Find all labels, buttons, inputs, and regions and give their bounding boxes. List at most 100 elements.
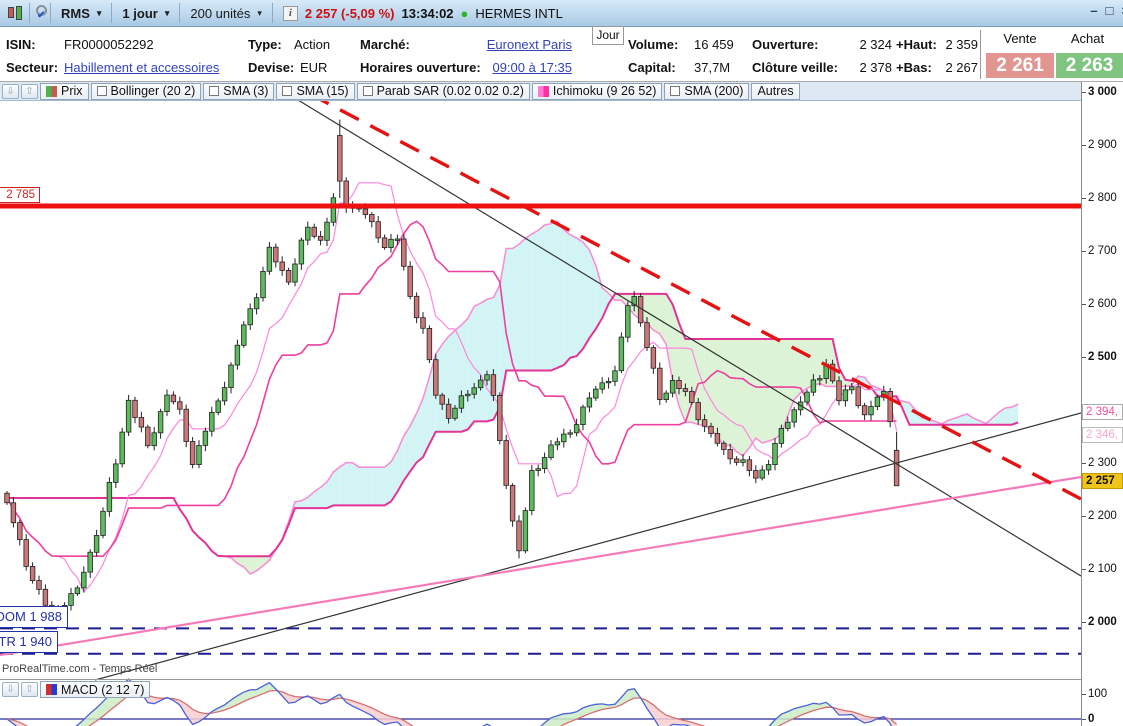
- close-button[interactable]: ×: [1121, 3, 1123, 18]
- checkbox-icon[interactable]: [209, 86, 220, 96]
- price-axis[interactable]: 2 394, 2 346, 2 257 3 000 2 900 2 800 2 700…: [1081, 82, 1123, 726]
- info-icon[interactable]: i: [282, 5, 298, 21]
- collapse-pane-button[interactable]: ⇩: [2, 682, 19, 697]
- open-close-group: Ouverture: 2 324 Clôture veille: 2 378: [752, 33, 892, 79]
- sell-button[interactable]: 2 261: [986, 53, 1054, 78]
- indicator-button-sma-3[interactable]: SMA (3): [203, 82, 275, 100]
- market-open-dot-icon: ●: [460, 5, 469, 21]
- price-chart-canvas[interactable]: [0, 82, 1081, 726]
- ichimoku-cloud-borders: [7, 220, 1019, 575]
- ichimoku-ssb-tag: 2 346,: [1082, 427, 1123, 443]
- volume-label: Volume:: [628, 37, 679, 52]
- last-price-change: 2 257 (-5,09 %): [304, 5, 395, 21]
- period-dropdown[interactable]: 1 jour ▾: [115, 0, 176, 26]
- buy-button[interactable]: 2 263: [1056, 53, 1123, 78]
- haut-value: 2 359: [945, 37, 978, 52]
- type-label: Type:: [248, 37, 282, 52]
- trendline-asc_black: [94, 412, 1081, 681]
- dashed-support-levels: [0, 627, 1081, 655]
- volume-value: 16 459: [694, 37, 734, 52]
- chevron-down-icon: ▾: [96, 7, 102, 18]
- minimize-button[interactable]: –: [1090, 3, 1098, 18]
- separator: [271, 3, 273, 23]
- separator: [29, 3, 30, 23]
- indicator-label: SMA (3): [223, 84, 269, 98]
- axis-tick: 2 100: [1082, 562, 1123, 576]
- indicator-button-autres[interactable]: Autres: [751, 82, 800, 100]
- checkbox-icon[interactable]: [96, 86, 107, 96]
- ouverture-value: 2 324: [859, 37, 892, 52]
- collapse-pane-button[interactable]: ⇩: [2, 83, 19, 99]
- expand-pane-button[interactable]: ⇧: [21, 83, 38, 99]
- identity-group: ISIN: FR0000052292 Secteur: Habillement et…: [6, 33, 244, 79]
- pane-separator: [0, 679, 1123, 680]
- indicator-label: SMA (200): [684, 84, 744, 98]
- bas-label: +Bas:: [896, 60, 932, 75]
- indicator-button-bollinger-20-2[interactable]: Bollinger (20 2): [90, 82, 202, 100]
- maximize-button[interactable]: □: [1105, 3, 1114, 18]
- symbol-dropdown[interactable]: RMS ▾: [54, 0, 108, 26]
- chart-type-candles-icon[interactable]: [4, 6, 26, 20]
- instrument-name: HERMES INTL: [475, 5, 563, 21]
- marche-link[interactable]: Euronext Paris: [486, 37, 572, 52]
- indicator-label: Prix: [61, 84, 83, 98]
- chart-region: 2 785 OOM 1 988 TR 1 940 ProRealTime.com…: [0, 82, 1123, 726]
- indicator-label: Autres: [757, 84, 794, 98]
- market-group: Marché: Euronext Paris Horaires ouverture…: [360, 33, 572, 79]
- indicator-label: SMA (15): [296, 84, 349, 98]
- indicator-toolbar: ⇩ ⇧ Prix Bollinger (20 2) SMA (3) SMA (15) P…: [0, 82, 1081, 101]
- ouverture-label: Ouverture:: [752, 37, 819, 52]
- indicator-label: Ichimoku (9 26 52): [552, 84, 657, 98]
- indicator-button-prix[interactable]: Prix: [40, 82, 89, 100]
- chevron-down-icon: ▾: [164, 7, 170, 18]
- axis-tick: 2 600: [1082, 297, 1123, 311]
- indicator-button-sma-15[interactable]: SMA (15): [276, 82, 355, 100]
- last-price-tag: 2 257: [1082, 473, 1123, 489]
- vente-label: Vente: [1003, 31, 1037, 46]
- achat-label: Achat: [1070, 31, 1105, 46]
- macd-signal-line: [6, 689, 898, 726]
- indicator-button-sma-200[interactable]: SMA (200): [664, 82, 750, 100]
- resistance-price-tag: 2 785: [0, 187, 40, 203]
- checkbox-icon[interactable]: [282, 86, 293, 96]
- quote-info-panel: ISIN: FR0000052292 Secteur: Habillement et…: [0, 26, 1123, 82]
- resistance-layer: [0, 203, 1081, 209]
- indicator-swatch-icon: [537, 85, 549, 97]
- checkbox-icon[interactable]: [670, 86, 681, 96]
- indicator-button-macd[interactable]: MACD (2 12 7): [40, 681, 151, 698]
- indicator-button-ichimoku-9-26-52[interactable]: Ichimoku (9 26 52): [531, 82, 663, 100]
- units-dropdown[interactable]: 200 unités ▾: [183, 0, 269, 26]
- isin-value: FR0000052292: [64, 37, 154, 52]
- expand-pane-button[interactable]: ⇧: [21, 682, 38, 697]
- separator: [111, 3, 113, 23]
- quote-time: 13:34:02: [401, 5, 454, 21]
- indicator-label: Parab SAR (0.02 0.02 0.2): [376, 84, 524, 98]
- secteur-link[interactable]: Habillement et accessoires: [64, 60, 220, 75]
- volume-group: Volume: 16 459 Capital: 37,7M: [628, 33, 746, 79]
- trendline-pink_support: [0, 475, 1081, 657]
- trendlines: [0, 92, 1081, 681]
- link-pin-icon[interactable]: [33, 4, 47, 22]
- capital-value: 37,7M: [694, 60, 731, 75]
- horaires-link[interactable]: 09:00 à 17:35: [492, 60, 572, 75]
- level-tag-1988: OOM 1 988: [0, 606, 68, 628]
- axis-tick: 2 200: [1082, 509, 1123, 523]
- axis-tick: 0: [1082, 712, 1123, 726]
- bas-value: 2 267: [945, 60, 978, 75]
- axis-tick: 3 000: [1082, 85, 1123, 99]
- haut-label: +Haut:: [896, 37, 937, 52]
- checkbox-icon[interactable]: [362, 86, 373, 96]
- indicator-button-parab-sar-0-02-0-02-0-2[interactable]: Parab SAR (0.02 0.02 0.2): [356, 82, 530, 100]
- trendline-desc_black: [297, 99, 1081, 577]
- devise-value: EUR: [300, 60, 328, 75]
- axis-tick: 2 700: [1082, 244, 1123, 258]
- watermark: ProRealTime.com - Temps Réel: [2, 663, 158, 675]
- cloture-value: 2 378: [859, 60, 892, 75]
- ichimoku-ssa-tag: 2 394,: [1082, 404, 1123, 420]
- resistance-line[interactable]: [0, 203, 1081, 209]
- axis-tick: 100: [1082, 687, 1123, 701]
- period-label: 1 jour: [122, 5, 158, 21]
- tab-jour[interactable]: Jour: [592, 26, 624, 45]
- axis-tick: 2 300: [1082, 456, 1123, 470]
- macd-line: [6, 678, 892, 726]
